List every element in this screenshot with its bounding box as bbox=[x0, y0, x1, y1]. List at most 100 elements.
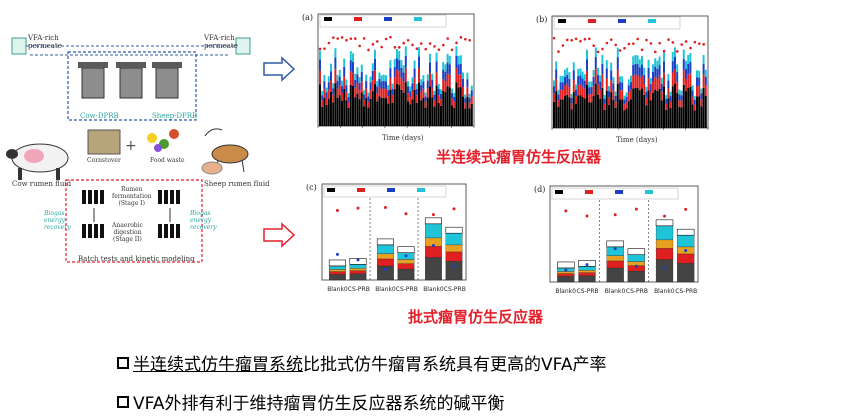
stacked-bar-segment bbox=[437, 83, 440, 89]
batch-caption: 批式瘤胃仿生反应器 bbox=[408, 308, 544, 326]
stacked-bar-segment bbox=[568, 87, 571, 98]
ph-point bbox=[411, 43, 414, 47]
stacked-bar-segment bbox=[654, 66, 657, 78]
ph-point bbox=[442, 43, 445, 47]
batch-bar-segment bbox=[445, 251, 463, 262]
stacked-bar-segment bbox=[588, 94, 591, 103]
stacked-bar-segment bbox=[676, 64, 679, 73]
stacked-bar-segment bbox=[409, 86, 412, 92]
stacked-bar-segment bbox=[402, 81, 405, 93]
stacked-bar-segment bbox=[685, 60, 687, 69]
alkalinity-point bbox=[383, 267, 387, 271]
stacked-bar-segment bbox=[451, 98, 453, 106]
ph-point bbox=[349, 37, 353, 40]
stacked-bar-segment bbox=[457, 74, 460, 88]
ph-point bbox=[645, 38, 648, 42]
stacked-bar-segment bbox=[660, 100, 663, 128]
bullet-2: VFA外排有利于维持瘤胃仿生反应器系统的碱平衡 bbox=[117, 389, 504, 414]
batch-bar-segment bbox=[627, 270, 645, 283]
stacked-bar-segment bbox=[470, 85, 473, 91]
batch-bar-outline bbox=[676, 228, 695, 236]
stacked-bar-segment bbox=[420, 91, 423, 101]
legend-swatch bbox=[645, 190, 653, 194]
stacked-bar-segment bbox=[680, 100, 683, 108]
batch-bar-segment bbox=[425, 246, 442, 258]
stacked-bar-segment bbox=[380, 75, 383, 82]
stacked-bar-segment bbox=[407, 80, 409, 87]
stacked-bar-segment bbox=[623, 99, 626, 105]
alkalinity-point bbox=[431, 244, 435, 248]
stacked-bar-segment bbox=[360, 64, 363, 73]
panel-label: (d) bbox=[534, 185, 545, 194]
arrow-right-red bbox=[263, 222, 296, 248]
stacked-bar-segment bbox=[665, 94, 668, 99]
stacked-bar-segment bbox=[561, 75, 564, 83]
stacked-bar-segment bbox=[321, 95, 324, 101]
stacked-bar-segment bbox=[561, 99, 564, 128]
stacked-bar-segment bbox=[566, 67, 569, 75]
stacked-bar-segment bbox=[575, 89, 577, 97]
stacked-bar-segment bbox=[382, 74, 385, 81]
ph-point bbox=[702, 43, 705, 46]
ph-point bbox=[327, 41, 331, 45]
stacked-bar-segment bbox=[669, 101, 672, 109]
stacked-bar-segment bbox=[466, 96, 469, 126]
legend-swatch bbox=[324, 17, 332, 21]
ph-point bbox=[450, 48, 454, 52]
ph-point bbox=[340, 36, 344, 39]
stacked-bar-segment bbox=[614, 107, 617, 128]
stacked-bar-segment bbox=[605, 68, 608, 79]
batch-bar-segment bbox=[329, 271, 346, 275]
stacked-bar-segment bbox=[643, 74, 646, 84]
biogas-right-label: Biogas energy recovery bbox=[190, 210, 217, 231]
stacked-bar-segment bbox=[431, 97, 434, 126]
legend-swatch bbox=[327, 188, 335, 192]
stacked-bar-segment bbox=[336, 81, 339, 89]
stacked-bar-segment bbox=[601, 87, 604, 128]
stacked-bar-segment bbox=[687, 55, 690, 64]
stacked-bar-segment bbox=[700, 106, 703, 128]
batch-bar-segment bbox=[578, 272, 596, 276]
stacked-bar-segment bbox=[338, 69, 341, 77]
stacked-bar-segment bbox=[336, 74, 339, 82]
stacked-bar-segment bbox=[603, 103, 606, 110]
stacked-bar-segment bbox=[448, 87, 451, 126]
stacked-bar-segment bbox=[636, 74, 639, 89]
ph-point bbox=[561, 44, 565, 47]
ph-point bbox=[371, 43, 375, 46]
stacked-bar-segment bbox=[575, 84, 577, 90]
arrow-right-blue bbox=[263, 56, 296, 82]
stacked-bar-segment bbox=[671, 72, 674, 87]
ph-point bbox=[636, 37, 639, 41]
stacked-bar-segment bbox=[464, 108, 467, 126]
stacked-bar-segment bbox=[625, 102, 628, 109]
stacked-bar-segment bbox=[608, 97, 610, 105]
batch-bar-segment bbox=[445, 261, 463, 281]
stacked-bar-segment bbox=[327, 76, 330, 83]
stacked-bar-segment bbox=[667, 88, 670, 99]
stacked-bar-segment bbox=[597, 94, 599, 128]
stacked-bar-segment bbox=[669, 108, 672, 128]
legend-swatch bbox=[588, 19, 596, 23]
stacked-bar-segment bbox=[341, 80, 343, 87]
ph-point bbox=[389, 35, 392, 39]
stacked-bar-segment bbox=[698, 86, 701, 97]
ph-point bbox=[406, 39, 410, 42]
stacked-bar-segment bbox=[605, 60, 608, 69]
batch-bar-segment bbox=[329, 265, 346, 270]
stacked-bar-segment bbox=[570, 103, 573, 110]
stacked-bar-segment bbox=[696, 96, 698, 128]
chart-c: Blank0 CS-PRB Blank0 CS-PRB Blank0 CS-PRB (c) bbox=[306, 178, 482, 296]
ph-point bbox=[336, 37, 339, 40]
ph-point bbox=[601, 47, 604, 51]
stacked-bar-segment bbox=[354, 97, 357, 126]
stacked-bar-segment bbox=[570, 93, 573, 98]
stacked-bar-segment bbox=[599, 99, 602, 128]
cow-rumen-label: Cow rumen fluid bbox=[12, 180, 72, 188]
stacked-bar-segment bbox=[685, 78, 687, 92]
ph-point bbox=[588, 37, 591, 41]
stacked-bar-segment bbox=[678, 100, 681, 107]
stacked-bar-segment bbox=[665, 109, 668, 128]
stacked-bar-segment bbox=[698, 70, 701, 78]
chart-b: (b) Time (days) bbox=[534, 6, 724, 146]
